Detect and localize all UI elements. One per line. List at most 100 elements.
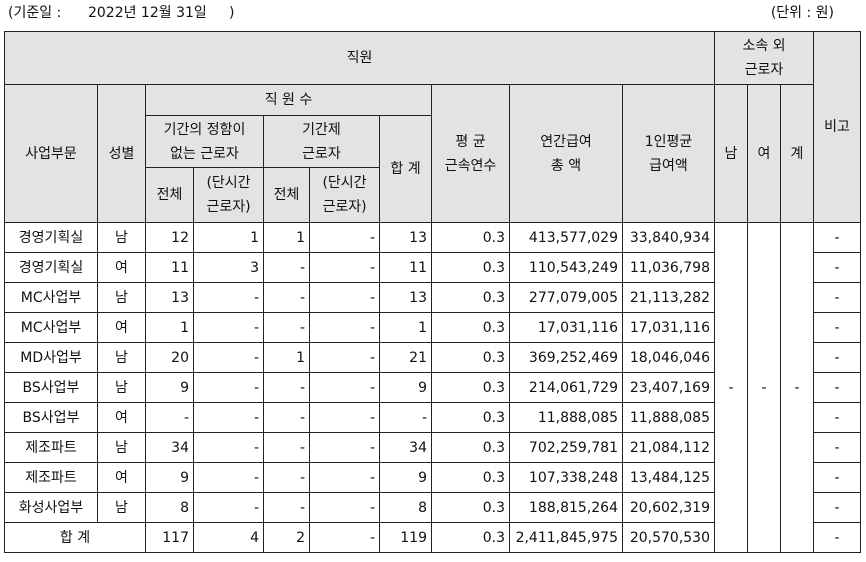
header-fixed-part-line-2: 근로자): [322, 199, 367, 215]
cell-fixed-part: -: [309, 222, 380, 253]
header-remarks: 비고: [813, 31, 861, 223]
cell-perm-total: 12: [145, 222, 194, 253]
cell-division: 경영기획실: [4, 222, 98, 253]
cell-perm-part: -: [193, 282, 264, 313]
base-date: (기준일 : 2022년 12월 31일 ): [8, 5, 235, 21]
cell-perm-total: -: [145, 402, 194, 433]
cell-annual-pay: 11,888,085: [509, 402, 623, 433]
cell-perm-total: 20: [145, 342, 194, 373]
total-remark: -: [813, 522, 861, 553]
header-avg-tenure-line-2: 근속연수: [444, 157, 497, 174]
cell-perm-total: 13: [145, 282, 194, 313]
cell-outside-male: -: [714, 222, 748, 553]
cell-avg-pay: 20,602,319: [622, 492, 715, 523]
table-row: 경영기획실 남 12 1 1-13 0.3 413,577,029 33,840,934- - -…: [4, 222, 861, 553]
header-perm-total: 전체: [145, 167, 194, 223]
cell-perm-total: 8: [145, 492, 194, 523]
cell-fixed-total: 1: [263, 342, 310, 373]
total-fixed-part: -: [309, 522, 380, 553]
cell-fixed-part: -: [309, 432, 380, 463]
employee-status-table: 직원 소속 외 근로자 비고 사업부문 성별 직 원 수 평 균 근속연수 연간…: [4, 31, 861, 553]
cell-division: 제조파트: [4, 432, 98, 463]
table-row: MD사업부 남 20-1-21 0.3 369,252,469 18,046,046-: [4, 342, 861, 373]
cell-fixed-part: -: [309, 342, 380, 373]
cell-avg-pay: 33,840,934: [622, 222, 715, 253]
cell-perm-total: 11: [145, 252, 194, 283]
cell-avg-pay: 11,036,798: [622, 252, 715, 283]
cell-division: MC사업부: [4, 312, 98, 343]
cell-remark: -: [813, 432, 861, 463]
header-avg-pay-line-2: 급여액: [649, 157, 688, 174]
cell-sum: 8: [379, 492, 432, 523]
cell-fixed-part: -: [309, 462, 380, 493]
cell-perm-total: 1: [145, 312, 194, 343]
cell-fixed-total: -: [263, 402, 310, 433]
cell-annual-pay: 369,252,469: [509, 342, 623, 373]
cell-avg-pay: 18,046,046: [622, 342, 715, 373]
cell-tenure: 0.3: [431, 372, 510, 403]
cell-gender: 여: [97, 252, 146, 283]
cell-annual-pay: 188,815,264: [509, 492, 623, 523]
unit-note: (단위 : 원): [770, 5, 834, 21]
cell-annual-pay: 702,259,781: [509, 432, 623, 463]
header-fixed-part-line-1: (단시간: [322, 175, 367, 191]
header-outside-total: 계: [780, 84, 814, 223]
table-row: 제조파트 남 34- - -34 0.3 702,259,781 21,084,112-: [4, 432, 861, 463]
total-row: 합 계 117 4 2 - 119 0.3 2,411,845,975 20,5…: [4, 522, 861, 553]
header-perm-part-line-1: (단시간: [206, 175, 251, 191]
cell-division: 화성사업부: [4, 492, 98, 523]
cell-gender: 여: [97, 312, 146, 343]
cell-fixed-part: -: [309, 312, 380, 343]
header-annual-pay-line-2: 총 액: [550, 157, 582, 174]
cell-sum: 1: [379, 312, 432, 343]
cell-tenure: 0.3: [431, 432, 510, 463]
cell-remark: -: [813, 252, 861, 283]
cell-outside-female: -: [747, 222, 781, 553]
cell-gender: 남: [97, 342, 146, 373]
cell-annual-pay: 413,577,029: [509, 222, 623, 253]
cell-sum: 13: [379, 222, 432, 253]
header-perm-part: (단시간 근로자): [193, 167, 264, 223]
total-perm-total: 117: [145, 522, 194, 553]
cell-tenure: 0.3: [431, 462, 510, 493]
total-annual-pay: 2,411,845,975: [509, 522, 623, 553]
cell-tenure: 0.3: [431, 402, 510, 433]
cell-perm-part: -: [193, 462, 264, 493]
cell-sum: 11: [379, 252, 432, 283]
cell-sum: 21: [379, 342, 432, 373]
table-row: BS사업부 남 9- - -9 0.3 214,061,729 23,407,169-: [4, 372, 861, 403]
header-sum: 합 계: [379, 115, 432, 223]
header-permanent-line-1: 기간의 정함이: [163, 121, 246, 138]
cell-perm-part: -: [193, 432, 264, 463]
cell-fixed-total: -: [263, 252, 310, 283]
header-outside-line-1: 소속 외: [742, 38, 786, 54]
header-gender: 성별: [97, 84, 146, 223]
cell-tenure: 0.3: [431, 492, 510, 523]
cell-fixed-part: -: [309, 282, 380, 313]
cell-fixed-total: -: [263, 282, 310, 313]
cell-annual-pay: 110,543,249: [509, 252, 623, 283]
header-fixed-part: (단시간 근로자): [309, 167, 380, 223]
header-division: 사업부문: [4, 84, 98, 223]
cell-avg-pay: 23,407,169: [622, 372, 715, 403]
cell-gender: 남: [97, 282, 146, 313]
table-row: BS사업부 여 - - - - -0.3 11,888,085 11,888,085-: [4, 402, 861, 433]
cell-avg-pay: 11,888,085: [622, 402, 715, 433]
cell-fixed-total: -: [263, 462, 310, 493]
cell-annual-pay: 17,031,116: [509, 312, 623, 343]
cell-remark: -: [813, 282, 861, 313]
header-perm-part-line-2: 근로자): [206, 199, 251, 215]
cell-perm-part: -: [193, 492, 264, 523]
cell-gender: 남: [97, 222, 146, 253]
header-employees: 직원: [4, 31, 715, 85]
cell-sum: 13: [379, 282, 432, 313]
header-fixed-term: 기간제 근로자: [263, 115, 380, 168]
header-female: 여: [747, 84, 781, 223]
total-label: 합 계: [4, 522, 146, 553]
header-avg-pay: 1인평균 급여액: [622, 84, 715, 223]
cell-outside-total: -: [780, 222, 814, 553]
cell-avg-pay: 17,031,116: [622, 312, 715, 343]
header-fixed-total: 전체: [263, 167, 310, 223]
cell-division: BS사업부: [4, 402, 98, 433]
cell-remark: -: [813, 492, 861, 523]
